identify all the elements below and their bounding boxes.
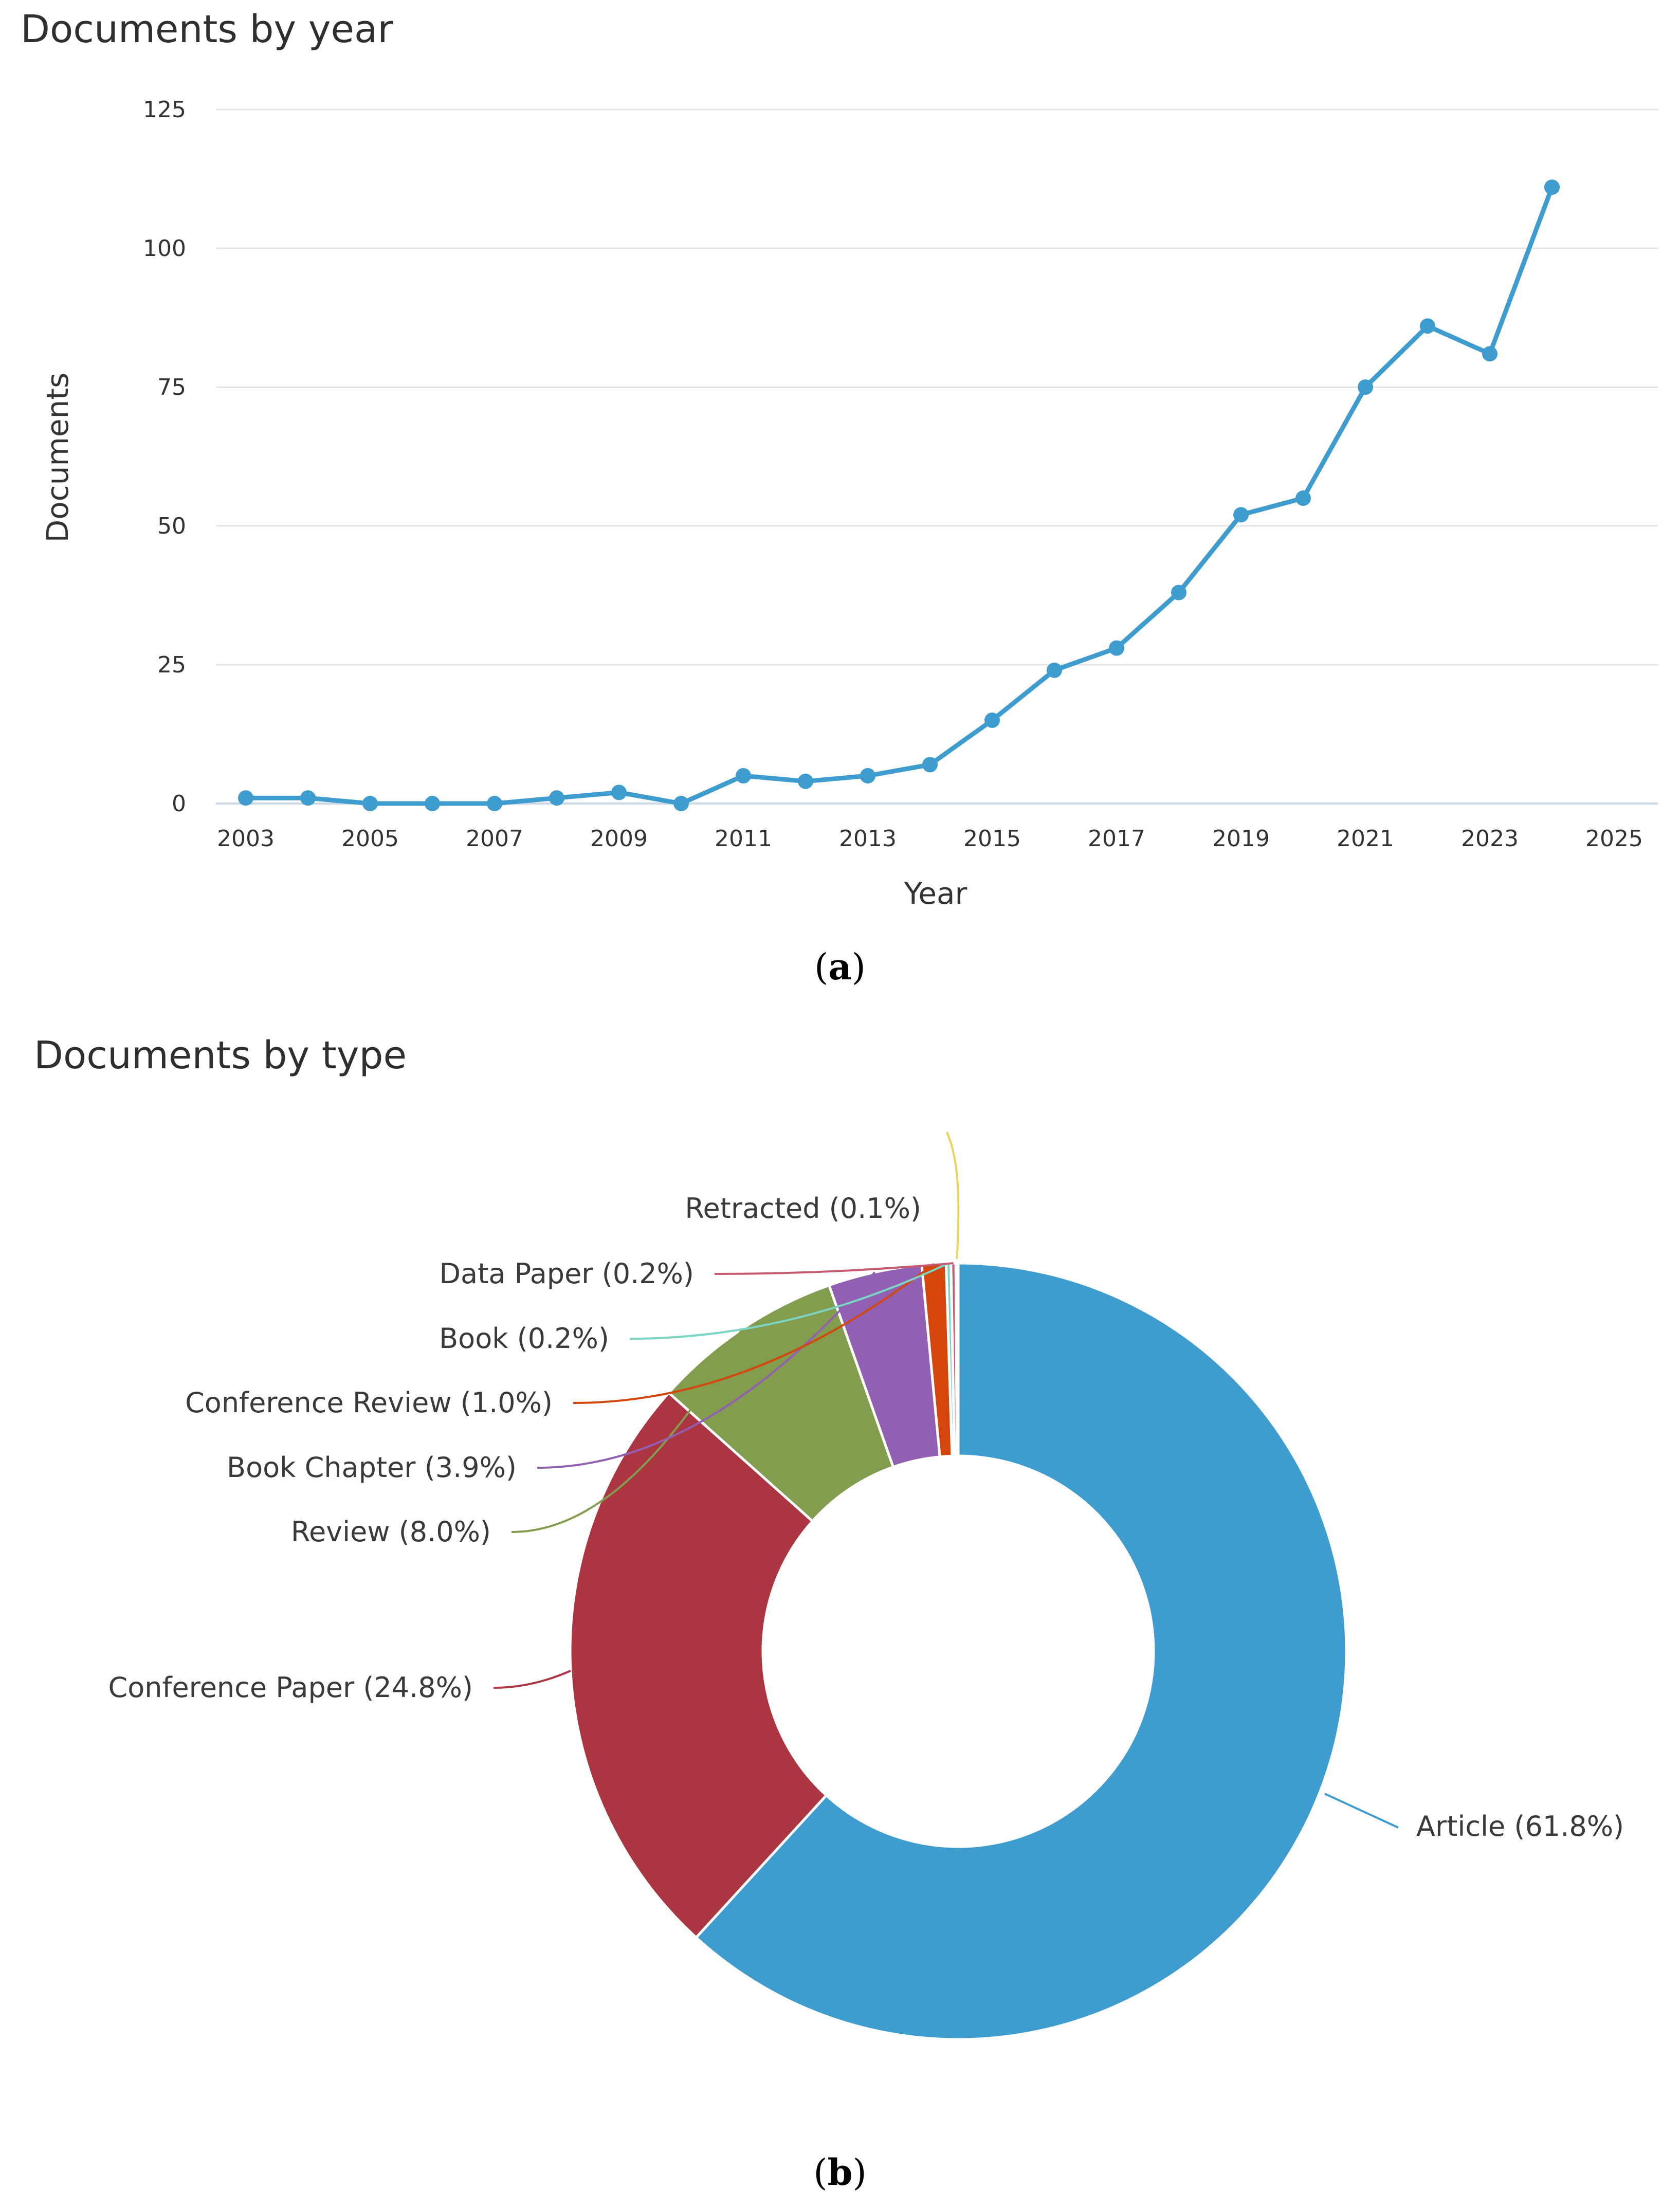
x-tick-label: 2023 xyxy=(1461,826,1519,852)
data-point xyxy=(1420,318,1435,334)
data-point xyxy=(1482,346,1498,362)
chart-a-gridlines xyxy=(216,108,1658,805)
data-point xyxy=(425,796,440,811)
data-point xyxy=(1047,662,1062,678)
slice-label: Retracted (0.1%) xyxy=(685,1192,921,1225)
slice-label: Conference Paper (24.8%) xyxy=(108,1671,473,1704)
leader-line xyxy=(1324,1793,1399,1829)
slice-label: Article (61.8%) xyxy=(1416,1810,1624,1843)
y-tick-label: 25 xyxy=(157,652,186,678)
data-point xyxy=(798,773,813,789)
chart-a-series xyxy=(238,179,1560,811)
data-point xyxy=(549,790,564,806)
x-tick-label: 2003 xyxy=(217,826,275,852)
data-point xyxy=(238,790,253,806)
chart-b-caption-letter: b xyxy=(828,2151,853,2194)
series-line xyxy=(243,185,1555,806)
data-point xyxy=(984,713,1000,728)
chart-a-caption-letter: a xyxy=(828,945,851,988)
slice-label: Data Paper (0.2%) xyxy=(439,1257,694,1290)
data-point xyxy=(487,796,502,811)
donut-slice xyxy=(954,1262,960,1457)
donut-slice xyxy=(667,1283,895,1523)
data-point xyxy=(611,785,627,800)
data-point xyxy=(860,768,875,783)
y-tick-label: 50 xyxy=(157,513,186,539)
documents-by-year-chart: Documents by year 0 25 50 75 100 125 2003 2005… xyxy=(21,7,1658,988)
chart-a-title: Documents by year xyxy=(21,7,393,51)
chart-b-caption: (b) xyxy=(813,2151,867,2194)
leader-line xyxy=(945,1132,960,1260)
data-point xyxy=(300,790,316,806)
chart-a-y-axis-label: Documents xyxy=(40,373,75,543)
x-tick-label: 2013 xyxy=(839,826,897,852)
y-tick-label: 75 xyxy=(157,374,186,400)
x-tick-label: 2019 xyxy=(1212,826,1270,852)
slice-label: Book (0.2%) xyxy=(439,1322,609,1355)
x-tick-label: 2017 xyxy=(1088,826,1145,852)
y-tick-label: 100 xyxy=(143,235,186,262)
donut-slice xyxy=(694,1262,1348,2041)
slice-label: Conference Review (1.0%) xyxy=(185,1387,553,1419)
leader-line xyxy=(573,1263,935,1404)
slice-label: Review (8.0%) xyxy=(291,1516,491,1548)
y-tick-label: 125 xyxy=(143,97,186,123)
data-point xyxy=(1358,379,1373,395)
chart-b-leader-lines xyxy=(493,1132,1399,1829)
data-point xyxy=(362,796,378,811)
chart-b-slice-labels: Article (61.8%) Conference Paper (24.8%) R… xyxy=(108,1192,1624,1843)
x-tick-label: 2009 xyxy=(590,826,648,852)
donut-slice xyxy=(569,1391,828,1940)
x-tick-label: 2015 xyxy=(963,826,1021,852)
x-tick-label: 2011 xyxy=(715,826,772,852)
x-tick-label: 2005 xyxy=(341,826,399,852)
chart-a-x-axis-label: Year xyxy=(904,876,967,911)
x-tick-label: 2025 xyxy=(1585,826,1643,852)
leader-line xyxy=(493,1670,571,1689)
chart-b-donut-slices xyxy=(569,1262,1348,2041)
x-tick-label: 2007 xyxy=(466,826,523,852)
data-point xyxy=(1109,640,1124,656)
y-tick-label: 0 xyxy=(172,791,186,817)
data-point xyxy=(1171,585,1186,600)
x-tick-label: 2021 xyxy=(1337,826,1394,852)
data-point xyxy=(922,757,938,773)
data-point xyxy=(1295,490,1311,506)
chart-a-x-tick-labels: 2003 2005 2007 2009 2011 2013 2015 2017 2019 2021… xyxy=(217,826,1643,852)
chart-b-title: Documents by type xyxy=(34,1033,407,1078)
documents-by-type-chart: Documents by type Article (61.8%) Confere… xyxy=(34,1033,1624,2194)
data-point xyxy=(673,796,689,811)
data-point xyxy=(1544,179,1560,195)
data-point xyxy=(736,768,751,783)
leader-line xyxy=(629,1262,949,1340)
data-point xyxy=(1233,507,1249,523)
leader-line xyxy=(714,1262,954,1275)
chart-a-y-tick-labels: 0 25 50 75 100 125 xyxy=(143,97,186,817)
leader-line xyxy=(537,1271,876,1469)
chart-a-caption: (a) xyxy=(814,945,866,988)
slice-label: Book Chapter (3.9%) xyxy=(227,1451,517,1484)
